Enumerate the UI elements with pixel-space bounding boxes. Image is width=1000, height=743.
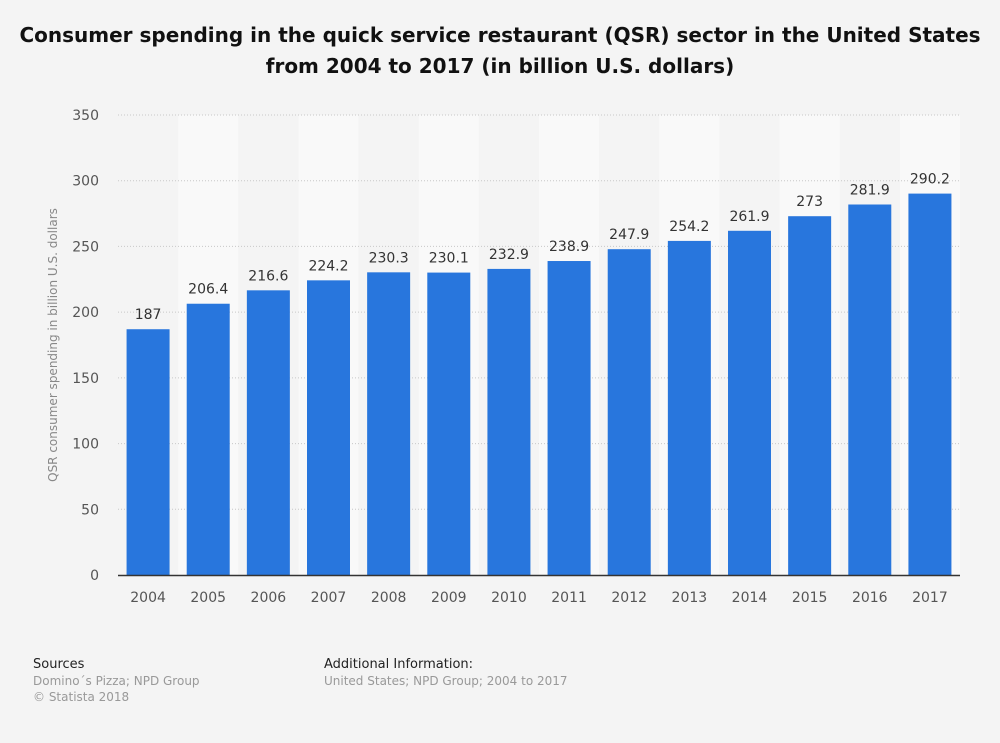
y-tick-label: 150 bbox=[72, 371, 99, 387]
bar-2012 bbox=[607, 249, 651, 575]
sources-text: Domino´s Pizza; NPD Group bbox=[33, 674, 200, 688]
x-tick-label: 2009 bbox=[431, 590, 467, 606]
y-tick-label: 0 bbox=[90, 568, 99, 584]
data-label: 206.4 bbox=[188, 282, 228, 298]
data-label: 247.9 bbox=[609, 227, 649, 243]
additional-info-text: United States; NPD Group; 2004 to 2017 bbox=[324, 674, 568, 688]
bar-2005 bbox=[186, 303, 230, 575]
bar-2013 bbox=[667, 240, 711, 575]
y-tick-label: 350 bbox=[72, 108, 99, 124]
data-label: 230.3 bbox=[369, 250, 409, 266]
x-tick-label: 2013 bbox=[672, 590, 708, 606]
y-tick-label: 50 bbox=[81, 502, 99, 518]
x-tick-label: 2007 bbox=[311, 590, 347, 606]
data-label: 238.9 bbox=[549, 239, 589, 255]
bar-2011 bbox=[547, 261, 591, 575]
bar-2008 bbox=[367, 272, 411, 575]
x-tick-label: 2017 bbox=[912, 590, 948, 606]
y-tick-label: 300 bbox=[72, 174, 99, 190]
x-tick-label: 2014 bbox=[732, 590, 768, 606]
data-label: 230.1 bbox=[429, 251, 469, 267]
bar-2016 bbox=[848, 204, 892, 575]
x-tick-label: 2011 bbox=[551, 590, 587, 606]
x-tick-label: 2008 bbox=[371, 590, 407, 606]
additional-info-heading: Additional Information: bbox=[324, 657, 474, 672]
bar-2014 bbox=[728, 230, 771, 575]
bar-2006 bbox=[246, 290, 290, 575]
x-tick-label: 2016 bbox=[852, 590, 888, 606]
data-label: 216.6 bbox=[248, 268, 288, 284]
chart-title: Consumer spending in the quick service r… bbox=[19, 23, 981, 78]
sources-heading: Sources bbox=[33, 657, 85, 672]
bar-2007 bbox=[307, 280, 350, 575]
bar-2010 bbox=[487, 268, 531, 575]
data-label: 281.9 bbox=[850, 183, 890, 199]
data-label: 232.9 bbox=[489, 247, 529, 263]
bar-2015 bbox=[788, 216, 832, 575]
x-tick-label: 2012 bbox=[611, 590, 647, 606]
data-label: 224.2 bbox=[308, 258, 348, 274]
x-tick-label: 2005 bbox=[190, 590, 226, 606]
data-label: 187 bbox=[135, 307, 162, 323]
data-label: 254.2 bbox=[669, 219, 709, 235]
x-tick-label: 2006 bbox=[251, 590, 287, 606]
data-label: 261.9 bbox=[729, 209, 769, 225]
y-tick-label: 250 bbox=[72, 239, 99, 255]
y-axis-label: QSR consumer spending in billion U.S. do… bbox=[46, 208, 60, 482]
x-tick-label: 2015 bbox=[792, 590, 828, 606]
y-tick-label: 100 bbox=[72, 437, 99, 453]
bar-2017 bbox=[908, 193, 952, 575]
x-tick-label: 2004 bbox=[130, 590, 166, 606]
copyright: © Statista 2018 bbox=[33, 690, 130, 704]
additional-info-block: Additional Information: United States; N… bbox=[324, 657, 568, 689]
bar-2009 bbox=[427, 272, 471, 575]
sources-block: Sources Domino´s Pizza; NPD Group © Stat… bbox=[33, 657, 200, 705]
data-label: 290.2 bbox=[910, 172, 950, 188]
data-label: 273 bbox=[796, 194, 823, 210]
bar-2004 bbox=[126, 329, 170, 575]
y-tick-label: 200 bbox=[72, 305, 99, 321]
x-tick-label: 2010 bbox=[491, 590, 527, 606]
